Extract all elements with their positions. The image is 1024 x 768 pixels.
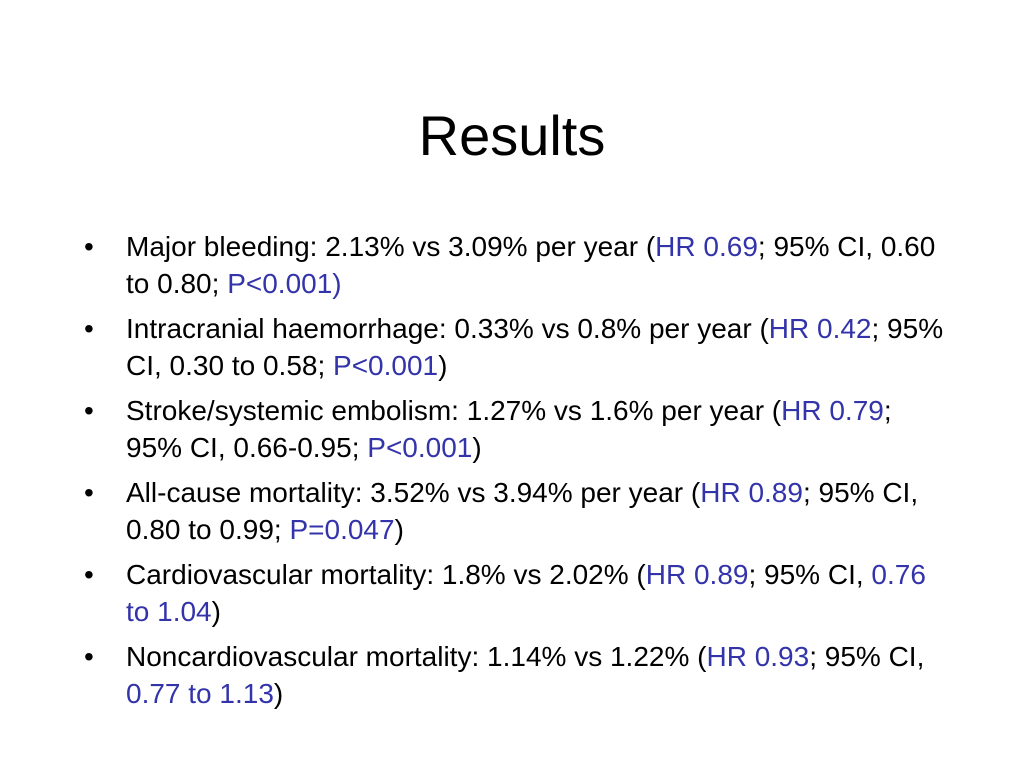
bullet-dot-icon: • xyxy=(84,395,94,426)
bullet-item: • Intracranial haemorrhage: 0.33% vs 0.8%… xyxy=(84,310,944,384)
bullet-text: ) xyxy=(438,350,448,381)
bullet-item: • Noncardiovascular mortality: 1.14% vs 1… xyxy=(84,638,944,712)
highlighted-statistic: P<0.001 xyxy=(367,432,473,463)
bullet-text: Stroke/systemic embolism: 1.27% vs 1.6% … xyxy=(126,395,782,426)
results-bullet-list: • Major bleeding: 2.13% vs 3.09% per year… xyxy=(84,228,944,720)
bullet-text: ; 95% CI, xyxy=(809,641,925,672)
bullet-text: ) xyxy=(472,432,482,463)
bullet-dot-icon: • xyxy=(84,231,94,262)
highlighted-statistic: P<0.001) xyxy=(227,268,342,299)
highlighted-statistic: 0.76 to 1.04 xyxy=(126,559,926,627)
bullet-text: Noncardiovascular mortality: 1.14% vs 1.… xyxy=(126,641,707,672)
bullet-text: ) xyxy=(211,596,221,627)
highlighted-statistic: P<0.001 xyxy=(333,350,439,381)
highlighted-statistic: P=0.047 xyxy=(289,514,395,545)
bullet-text: ; 95% CI, 0.80 to 0.99; xyxy=(126,477,919,545)
bullet-text: ; 95% CI, xyxy=(748,559,872,590)
bullet-dot-icon: • xyxy=(84,641,94,672)
bullet-dot-icon: • xyxy=(84,477,94,508)
highlighted-statistic: 0.77 to 1.13 xyxy=(126,678,274,709)
highlighted-statistic: HR 0.89 xyxy=(645,559,749,590)
bullet-text: Cardiovascular mortality: 1.8% vs 2.02% … xyxy=(126,559,646,590)
highlighted-statistic: HR 0.42 xyxy=(768,313,872,344)
highlighted-statistic: HR 0.93 xyxy=(706,641,810,672)
bullet-dot-icon: • xyxy=(84,313,94,344)
bullet-text: ; 95% CI, 0.66-0.95; xyxy=(126,395,892,463)
bullet-text: ) xyxy=(273,678,284,709)
bullet-dot-icon: • xyxy=(84,559,94,590)
bullet-text: ; 95% CI, 0.60 to 0.80; xyxy=(126,231,936,299)
bullet-text: All-cause mortality: 3.52% vs 3.94% per … xyxy=(126,477,701,508)
slide-title: Results xyxy=(418,104,606,167)
bullet-text: Intracranial haemorrhage: 0.33% vs 0.8% … xyxy=(126,313,769,344)
bullet-item: • Stroke/systemic embolism: 1.27% vs 1.6%… xyxy=(84,392,944,466)
bullet-item: • All-cause mortality: 3.52% vs 3.94% per… xyxy=(84,474,944,548)
highlighted-statistic: HR 0.89 xyxy=(700,477,803,508)
highlighted-statistic: HR 0.79 xyxy=(781,395,884,426)
highlighted-statistic: HR 0.69 xyxy=(655,231,758,262)
bullet-text: Major bleeding: 2.13% vs 3.09% per year … xyxy=(126,231,656,262)
bullet-item: • Cardiovascular mortality: 1.8% vs 2.02%… xyxy=(84,556,944,630)
bullet-text: ; 95% CI, 0.30 to 0.58; xyxy=(126,313,944,381)
bullet-text: ) xyxy=(394,514,404,545)
bullet-item: • Major bleeding: 2.13% vs 3.09% per year… xyxy=(84,228,944,302)
